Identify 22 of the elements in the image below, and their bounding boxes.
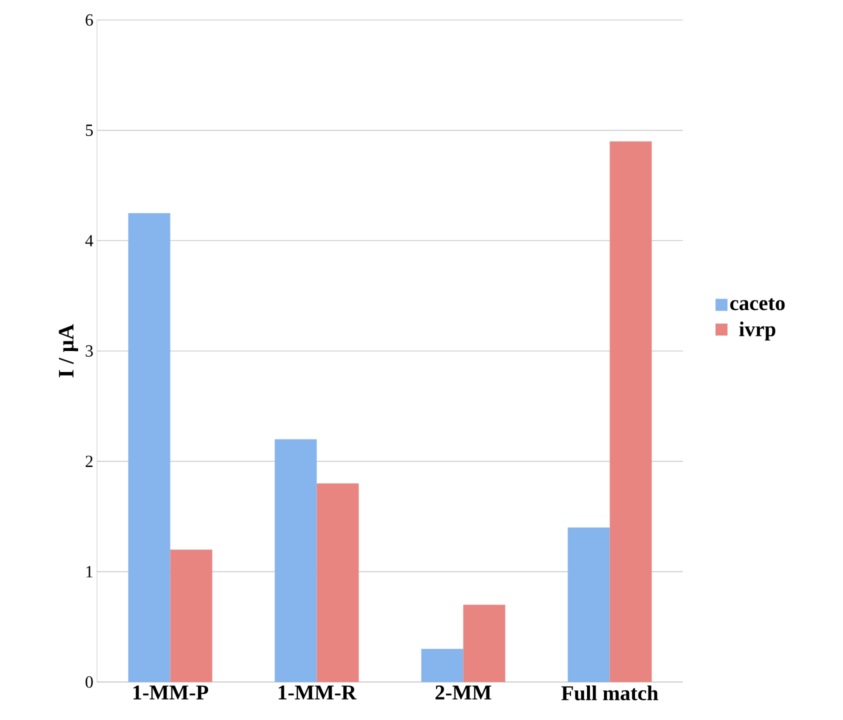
- legend-label: ivrp: [739, 322, 776, 341]
- x-tick-label: 1-MM-R: [278, 686, 357, 700]
- x-tick-label: 2-MM: [436, 686, 492, 700]
- x-tick-label: 1-MM-P: [133, 686, 208, 700]
- y-tick-label: 2: [86, 456, 93, 467]
- legend-label: caceto: [730, 298, 785, 310]
- y-tick-label: 1: [86, 566, 92, 578]
- y-tick-label: 4: [85, 235, 94, 246]
- y-tick-label: 6: [86, 14, 93, 26]
- bar: [170, 550, 212, 682]
- y-axis-title: I / μA: [58, 324, 78, 378]
- y-tick-label: 0: [86, 676, 93, 688]
- bar: [274, 439, 317, 682]
- y-tick-label: 3: [86, 345, 93, 357]
- x-tick-label: Full match: [561, 686, 658, 700]
- bar: [568, 528, 610, 682]
- bar: [463, 604, 506, 682]
- bar: [421, 648, 464, 682]
- y-tick-label: 5: [86, 124, 93, 136]
- bar: [610, 141, 652, 682]
- bar: [316, 483, 359, 682]
- bar: [128, 213, 170, 682]
